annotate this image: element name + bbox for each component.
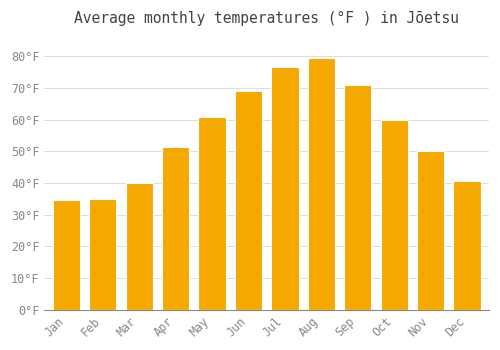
Bar: [454, 182, 480, 310]
Bar: [198, 117, 226, 310]
Bar: [344, 85, 372, 310]
Bar: [417, 152, 444, 310]
Bar: [308, 58, 335, 310]
Title: Average monthly temperatures (°F ) in Jōetsu: Average monthly temperatures (°F ) in Jō…: [74, 11, 459, 26]
Bar: [52, 201, 80, 310]
Bar: [271, 68, 298, 310]
Bar: [235, 91, 262, 310]
Bar: [89, 199, 117, 310]
Bar: [380, 120, 408, 310]
Bar: [162, 147, 190, 310]
Bar: [126, 183, 153, 310]
